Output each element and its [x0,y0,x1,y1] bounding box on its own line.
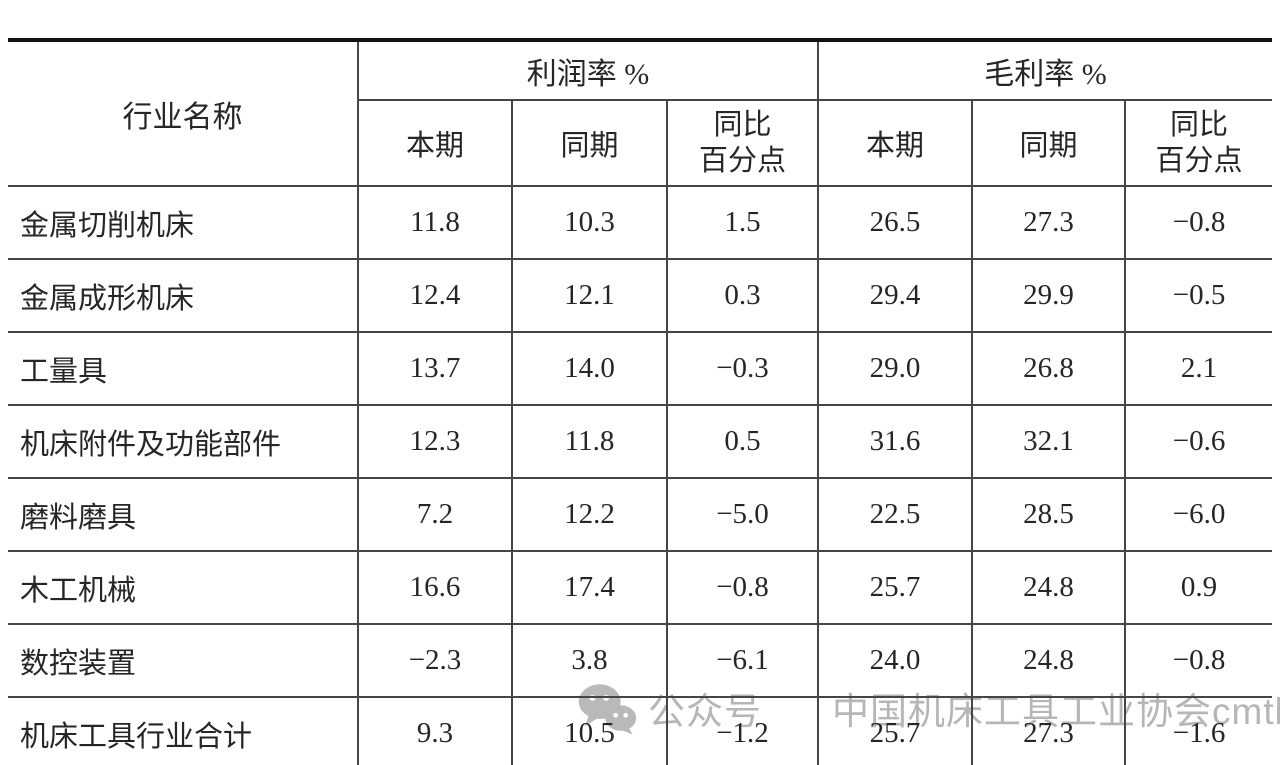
cell-value: −0.6 [1124,404,1273,479]
cell-value: 13.7 [357,331,513,406]
data-table: 行业名称 利润率 % 毛利率 % 本期 同期 同比 百分点 本期 同期 同比 百… [8,38,1273,765]
cell-value: 24.8 [971,550,1127,625]
cell-value: 24.0 [817,623,974,698]
table-row: 木工机械 16.6 17.4 −0.8 25.7 24.8 0.9 [8,550,1273,625]
cell-value: 29.4 [817,258,974,333]
cell-value: 31.6 [817,404,974,479]
table-row: 工量具 13.7 14.0 −0.3 29.0 26.8 2.1 [8,331,1273,406]
cell-value: 0.3 [665,258,820,333]
cell-value: 0.9 [1124,550,1273,625]
cell-value: 29.0 [817,331,974,406]
cell-value: 9.3 [357,696,513,765]
cell-value: 29.9 [971,258,1127,333]
cell-value: 32.1 [971,404,1127,479]
cell-value: −0.5 [1124,258,1273,333]
cell-value: 10.5 [511,696,668,765]
subheader-profit-prior: 同期 [511,99,668,187]
cell-value: 26.5 [817,185,974,260]
cell-value: 14.0 [511,331,668,406]
header-group-row: 行业名称 利润率 % 毛利率 % [8,39,1273,187]
cell-value: 12.3 [357,404,513,479]
cell-value: 25.7 [817,696,974,765]
cell-value: −0.8 [1124,623,1273,698]
cell-value: 10.3 [511,185,668,260]
cell-value: 28.5 [971,477,1127,552]
cell-value: −5.0 [665,477,820,552]
cell-value: −1.2 [665,696,820,765]
header-sub-row: 本期 同期 同比 百分点 本期 同期 同比 百分点 [8,99,1273,187]
cell-value: 17.4 [511,550,668,625]
row-label: 数控装置 [8,623,359,698]
cell-value: 22.5 [817,477,974,552]
table-row: 磨料磨具 7.2 12.2 −5.0 22.5 28.5 −6.0 [8,477,1273,552]
subheader-profit-current: 本期 [358,99,513,187]
header-industry-name: 行业名称 [8,39,359,187]
header-group-profit-rate: 利润率 % [356,39,820,101]
cell-value: 12.1 [511,258,668,333]
cell-value: 12.2 [511,477,668,552]
subheader-gross-yoy-pp: 同比 百分点 [1124,99,1273,187]
row-label: 机床附件及功能部件 [8,404,359,479]
cell-value: −0.8 [1124,185,1273,260]
table-row: 机床附件及功能部件 12.3 11.8 0.5 31.6 32.1 −0.6 [8,404,1273,479]
row-label: 工量具 [8,331,359,406]
cell-value: 12.4 [357,258,513,333]
cell-value: 11.8 [357,185,513,260]
cell-value: 11.8 [511,404,668,479]
cell-value: 27.3 [971,696,1127,765]
cell-value: −0.8 [665,550,820,625]
row-label: 木工机械 [8,550,359,625]
subheader-profit-yoy-pp: 同比 百分点 [665,99,820,187]
cell-value: −6.0 [1124,477,1273,552]
cell-value: 25.7 [817,550,974,625]
cell-value: 2.1 [1124,331,1273,406]
cell-value: −1.6 [1124,696,1273,765]
cell-value: −2.3 [357,623,513,698]
row-label: 金属成形机床 [8,258,359,333]
subheader-gross-prior: 同期 [971,99,1127,187]
table-row-total: 机床工具行业合计 9.3 10.5 −1.2 25.7 27.3 −1.6 [8,696,1273,765]
cell-value: 16.6 [357,550,513,625]
cell-value: 24.8 [971,623,1127,698]
table-header: 行业名称 利润率 % 毛利率 % 本期 同期 同比 百分点 本期 同期 同比 百… [8,39,1273,187]
cell-value: 3.8 [511,623,668,698]
table-row: 数控装置 −2.3 3.8 −6.1 24.0 24.8 −0.8 [8,623,1273,698]
header-group-gross-margin: 毛利率 % [817,39,1273,101]
table-container: 行业名称 利润率 % 毛利率 % 本期 同期 同比 百分点 本期 同期 同比 百… [8,38,1273,765]
row-label: 金属切削机床 [8,185,359,260]
table-row: 金属切削机床 11.8 10.3 1.5 26.5 27.3 −0.8 [8,185,1273,260]
cell-value: 26.8 [971,331,1127,406]
row-label: 磨料磨具 [8,477,359,552]
cell-value: 7.2 [357,477,513,552]
row-label: 机床工具行业合计 [8,696,359,765]
table-body: 金属切削机床 11.8 10.3 1.5 26.5 27.3 −0.8 金属成形… [8,185,1273,765]
cell-value: 0.5 [665,404,820,479]
cell-value: −0.3 [665,331,820,406]
cell-value: −6.1 [665,623,820,698]
subheader-gross-current: 本期 [817,99,974,187]
table-row: 金属成形机床 12.4 12.1 0.3 29.4 29.9 −0.5 [8,258,1273,333]
cell-value: 27.3 [971,185,1127,260]
cell-value: 1.5 [665,185,820,260]
